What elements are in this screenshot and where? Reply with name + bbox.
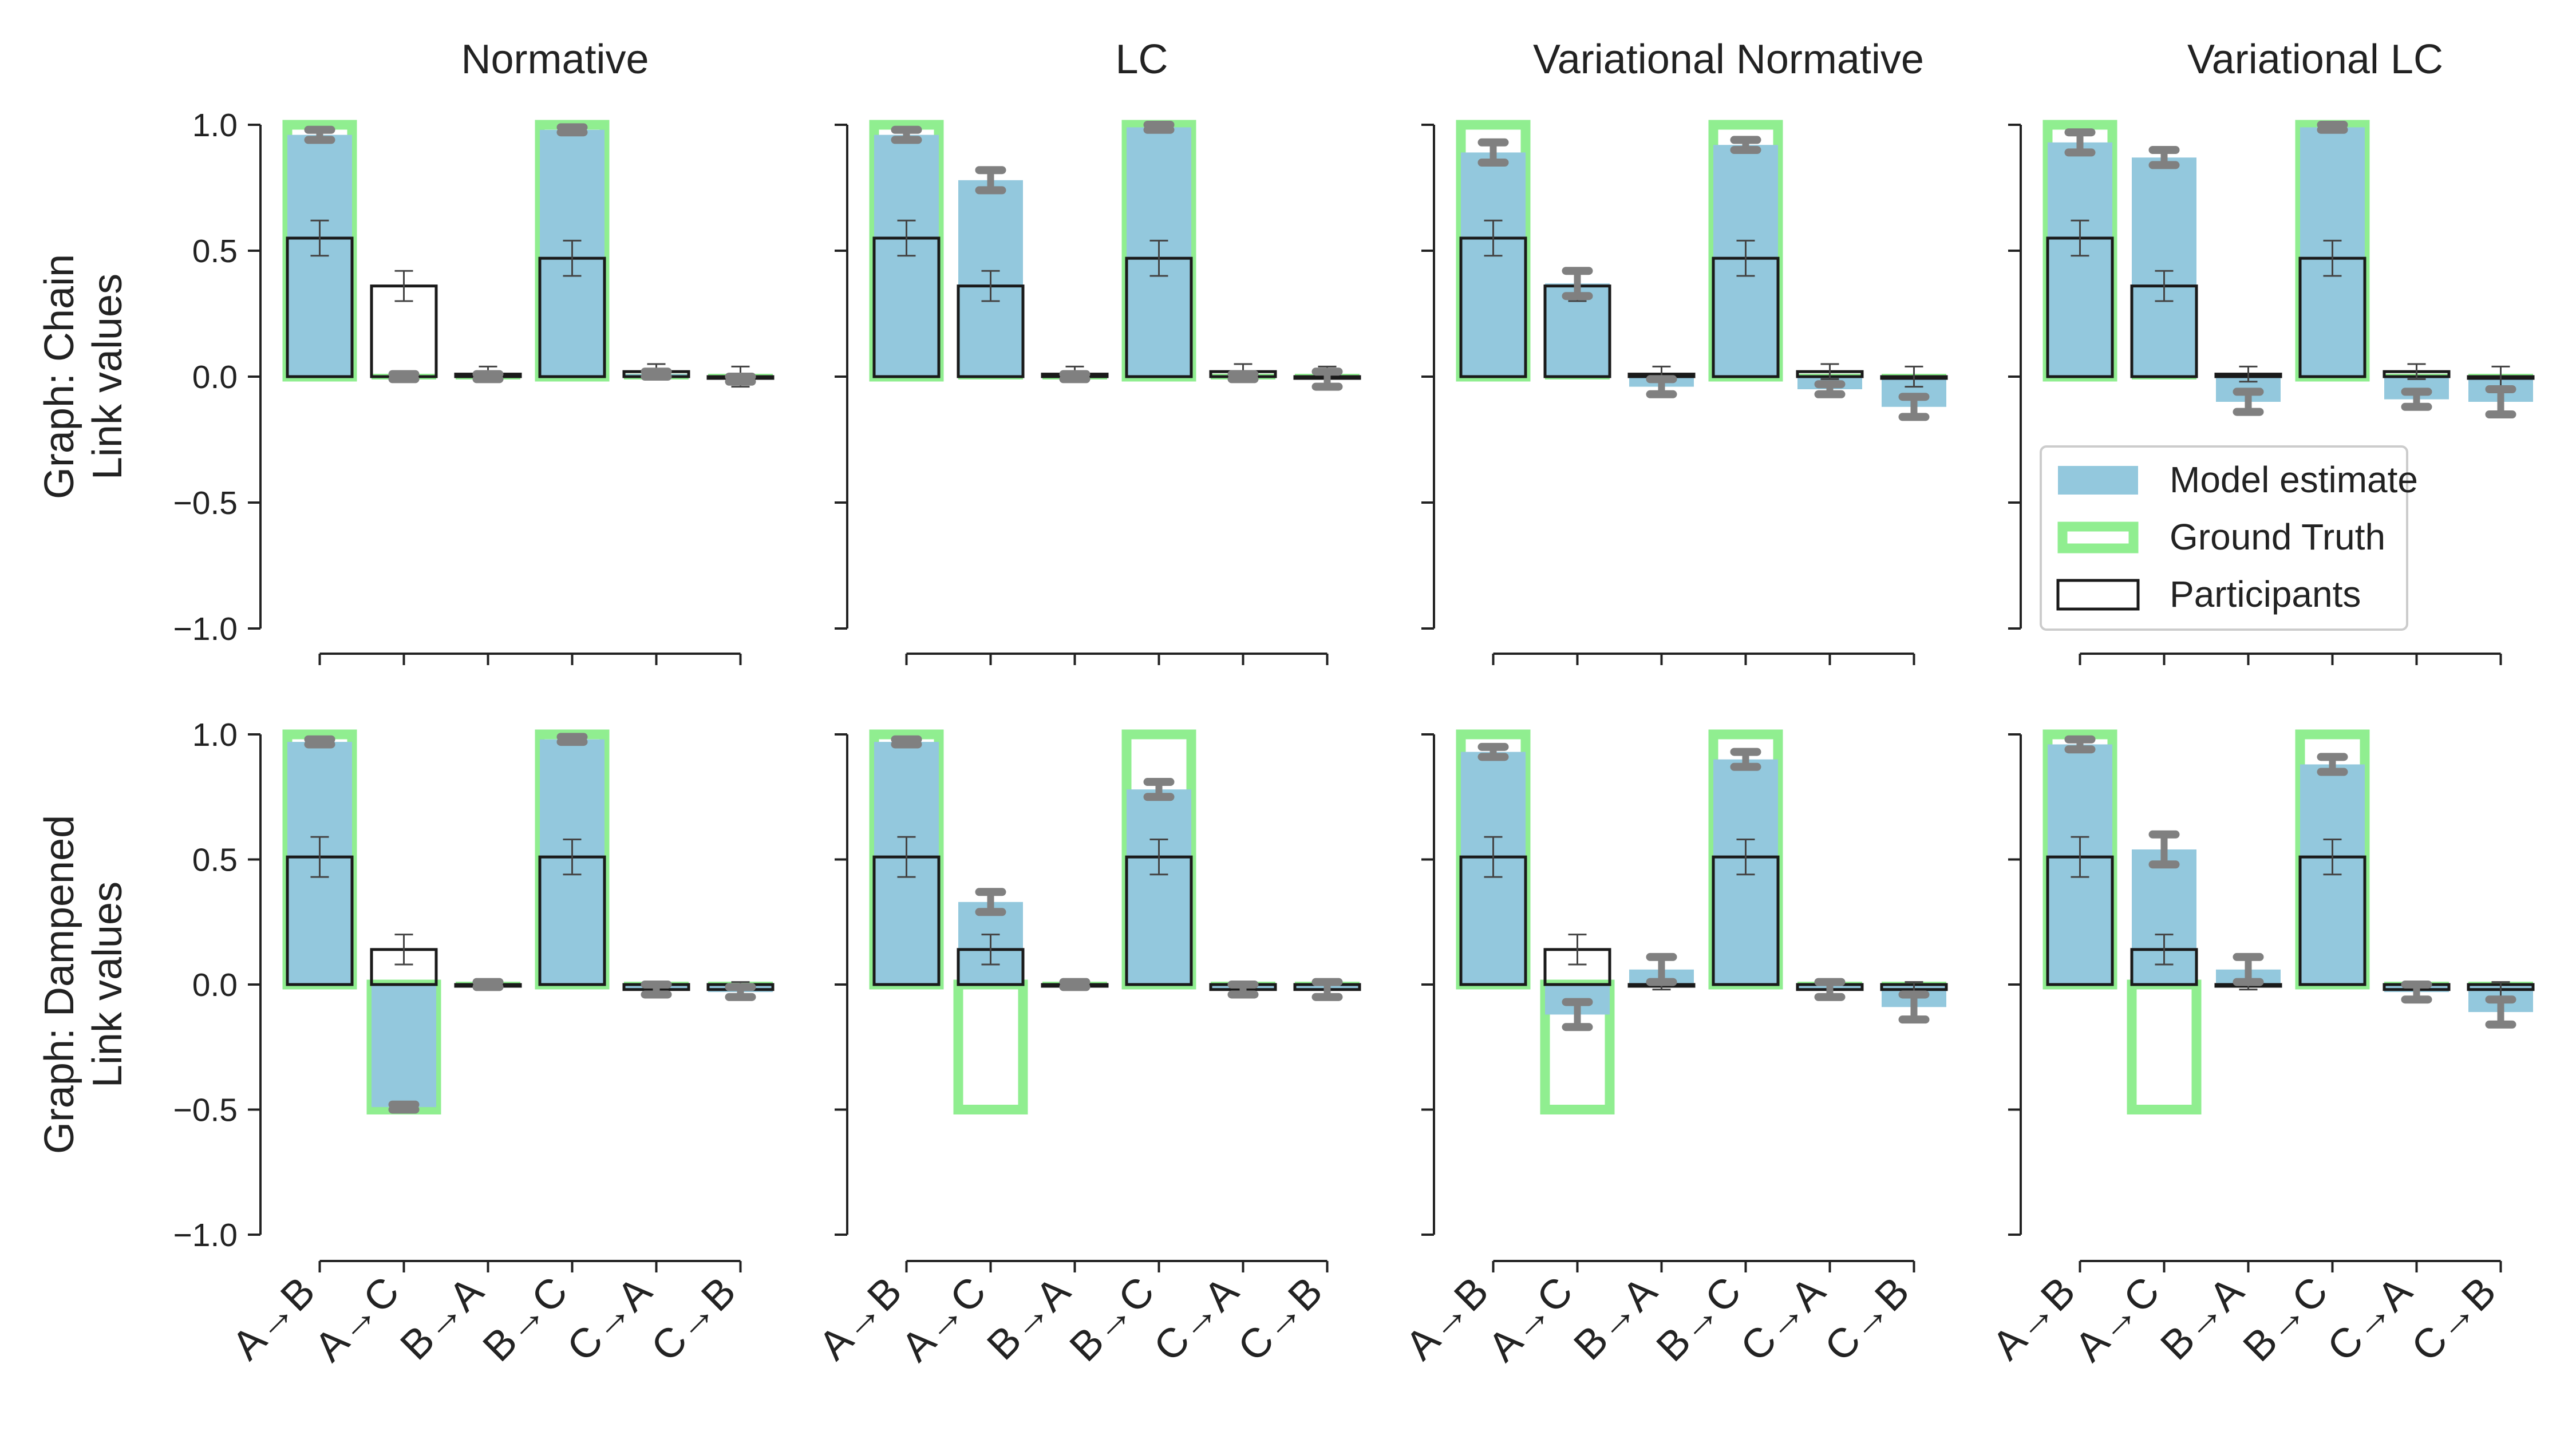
row-label: Graph: Dampened Link values [37, 815, 131, 1154]
x-tick-label: C→B [2403, 1268, 2505, 1370]
x-tick-label: A→B [223, 1268, 323, 1369]
y-tick-label: −0.5 [173, 485, 238, 521]
x-tick-label: A→B [810, 1268, 910, 1369]
x-tick-label: B→A [978, 1268, 1078, 1369]
legend: Model estimate Ground Truth Participants [2040, 445, 2418, 631]
x-tick-label: B→C [1061, 1268, 1163, 1370]
row-label-line1: Graph: Dampened [37, 815, 82, 1154]
panel: A→BA→CB→AB→CC→AC→B [810, 729, 1361, 1370]
panel: A→BA→CB→AB→CC→AC→B [1397, 729, 1948, 1370]
column-title: Variational LC [2187, 37, 2443, 82]
x-tick-label: A→C [2067, 1268, 2168, 1370]
y-tick-label: −0.5 [173, 1092, 238, 1129]
x-tick-label: C→A [559, 1268, 661, 1370]
x-tick-label: C→B [643, 1268, 745, 1370]
y-tick-label: 0.0 [192, 967, 238, 1003]
column-title: LC [1115, 37, 1168, 82]
y-tick-label: −1.0 [173, 1217, 238, 1254]
panel [2008, 120, 2535, 665]
x-tick-label: A→B [1984, 1268, 2084, 1369]
x-tick-label: B→A [2152, 1268, 2252, 1369]
legend-label: Model estimate [2170, 459, 2418, 500]
y-tick-label: −1.0 [173, 611, 238, 647]
y-tick-label: 1.0 [192, 107, 238, 144]
model-bar [1127, 789, 1191, 985]
panel [1421, 120, 1948, 665]
x-tick-label: B→C [1648, 1268, 1750, 1370]
x-tick-label: A→B [1397, 1268, 1497, 1369]
column-title: Normative [461, 37, 649, 82]
x-tick-label: C→A [2319, 1268, 2421, 1370]
x-tick-label: C→B [1230, 1268, 1332, 1370]
row-label: Graph: Chain Link values [37, 254, 131, 499]
legend-label: Ground Truth [2170, 516, 2385, 558]
x-tick-label: B→A [1565, 1268, 1665, 1369]
model-bar [372, 985, 436, 1108]
x-tick-label: C→A [1732, 1268, 1834, 1370]
x-tick-label: C→B [1816, 1268, 1918, 1370]
x-tick-label: C→A [1145, 1268, 1247, 1370]
legend-label: Participants [2170, 574, 2361, 615]
column-title: Variational Normative [1533, 37, 1924, 82]
x-tick-label: B→C [2235, 1268, 2337, 1370]
model-bar [2132, 157, 2196, 377]
x-tick-label: A→C [306, 1268, 408, 1370]
ground-truth-bar [953, 979, 1028, 1114]
x-tick-label: A→C [1480, 1268, 1582, 1370]
x-tick-label: B→C [475, 1268, 576, 1370]
row-label-line2: Link values [85, 274, 131, 480]
legend-swatch-ground-truth [2057, 521, 2139, 554]
y-tick-label: 1.0 [192, 717, 238, 753]
row-label-line2: Link values [85, 881, 131, 1088]
panel: 1.0 0.5 0.0 −0.5 −1.0 A→BA→CB→AB→CC→AC→B [173, 717, 775, 1370]
y-tick-label: 0.5 [192, 842, 238, 879]
x-tick-label: B→A [392, 1268, 492, 1369]
ground-truth-bar [2127, 979, 2202, 1114]
panel: 1.0 0.5 0.0 −0.5 −1.0 [173, 107, 775, 665]
legend-swatch-participants [2056, 579, 2140, 611]
row-label-line1: Graph: Chain [37, 254, 82, 499]
model-bar [1461, 152, 1526, 377]
y-tick-label: 0.0 [192, 359, 238, 396]
model-bar [2048, 142, 2112, 377]
x-tick-label: A→C [893, 1268, 995, 1370]
panel [835, 120, 1361, 665]
y-tick-label: 0.5 [192, 233, 238, 270]
panel: A→BA→CB→AB→CC→AC→B [1984, 729, 2535, 1370]
legend-swatch-model [2058, 466, 2138, 495]
